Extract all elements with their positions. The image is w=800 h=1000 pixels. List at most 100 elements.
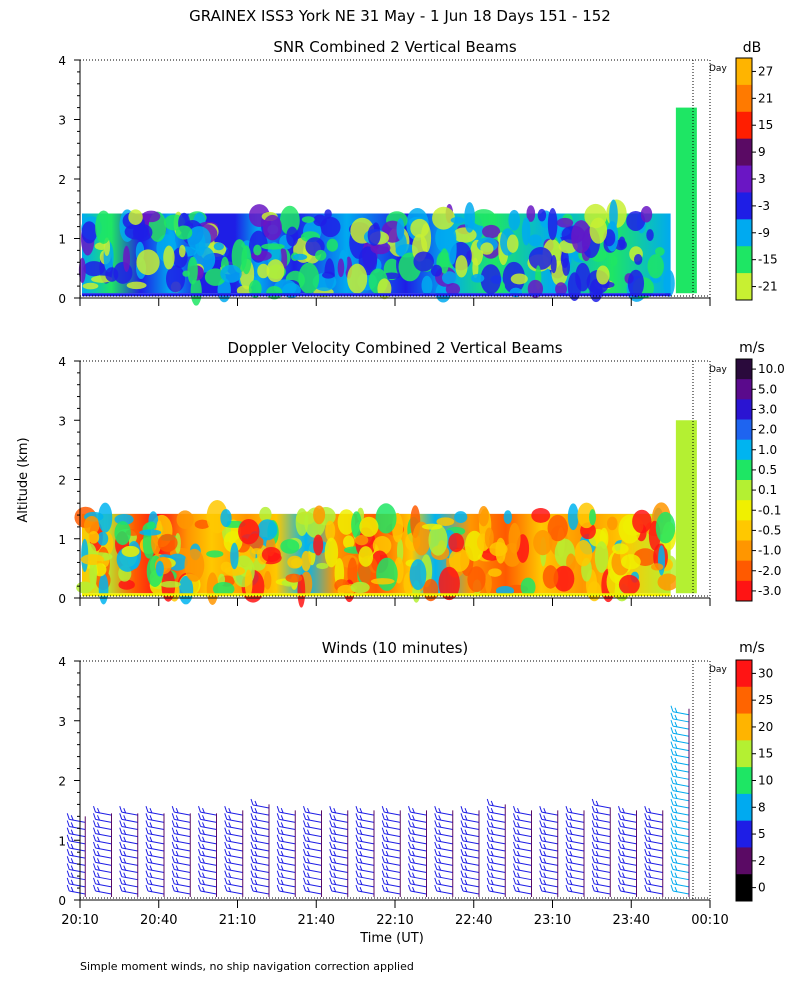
wind-barb — [384, 826, 401, 830]
wind-barb-flag — [224, 813, 228, 820]
wind-barb — [567, 840, 585, 845]
wind-barb-flag — [359, 879, 363, 886]
wind-barb-flag — [648, 822, 652, 828]
field-floor — [82, 293, 671, 297]
wind-barb-flag — [333, 865, 337, 871]
field-cell — [367, 224, 381, 246]
colorbar-label: -2.0 — [758, 564, 781, 578]
wind-barb-flag — [569, 843, 573, 850]
wind-barb — [357, 833, 375, 838]
wind-barb — [672, 869, 690, 874]
wind-barb-flag — [622, 850, 625, 857]
wind-barb-flag — [513, 805, 516, 813]
wind-barb-flag — [486, 827, 490, 834]
wind-barb-flag — [149, 886, 153, 893]
wind-barb — [226, 847, 243, 852]
wind-barb-flag — [618, 834, 621, 841]
wind-barb — [620, 826, 637, 830]
wind-barb — [620, 833, 637, 838]
wind-barb-flag — [670, 841, 674, 849]
colorbar-label: -0.1 — [758, 503, 781, 517]
wind-barb-flag — [381, 884, 385, 892]
y-tick-label: 0 — [58, 292, 66, 306]
wind-barb — [200, 876, 217, 881]
wind-barb-flag — [591, 884, 595, 892]
colorbar-label: 0.1 — [758, 483, 777, 497]
wind-barb — [200, 890, 217, 895]
wind-barb-flag — [276, 834, 280, 841]
wind-barb-flag — [276, 805, 280, 813]
wind-barb-flag — [202, 829, 205, 835]
field-cell — [464, 202, 476, 233]
wind-barb — [620, 869, 637, 874]
wind-barb-flag — [119, 841, 123, 849]
wind-barb-flag — [97, 865, 100, 871]
wind-barb-flag — [224, 841, 228, 849]
wind-barb — [279, 826, 296, 830]
field-cell — [571, 220, 592, 254]
day-marker: Day — [709, 365, 727, 375]
wind-barb — [305, 876, 322, 881]
wind-barb-flag — [254, 865, 258, 871]
wind-barb — [515, 869, 532, 874]
wind-barb — [515, 811, 532, 816]
wind-barb-flag — [644, 827, 648, 834]
wind-barb — [174, 883, 191, 888]
wind-barb — [226, 818, 243, 823]
wind-barb-flag — [539, 841, 543, 849]
wind-barb — [594, 826, 611, 830]
wind-barb — [594, 804, 611, 809]
wind-barb-flag — [250, 856, 254, 863]
wind-barb-flag — [486, 834, 490, 841]
colorbar-swatch — [736, 480, 752, 501]
wind-barb-flag — [355, 841, 359, 849]
field-cell — [432, 206, 456, 230]
wind-barb-flag — [670, 863, 674, 870]
wind-barb-column — [513, 805, 532, 898]
wind-barb-column — [145, 805, 165, 898]
wind-barb-flag — [303, 856, 306, 863]
wind-barb-flag — [486, 849, 490, 856]
wind-barb — [462, 869, 480, 874]
wind-barb-flag — [517, 836, 520, 843]
wind-barb-flag — [381, 863, 385, 870]
colorbar-unit: m/s — [739, 340, 765, 356]
field-cell — [257, 519, 278, 541]
wind-barb-flag — [198, 827, 201, 834]
wind-barb-flag — [591, 805, 595, 813]
field-cell — [266, 285, 283, 300]
wind-barb-flag — [171, 884, 175, 892]
wind-barb-flag — [149, 815, 153, 821]
colorbar-label: 15 — [758, 747, 773, 761]
wind-barb-flag — [434, 884, 438, 892]
field-cell — [175, 225, 193, 240]
field-cell — [658, 545, 666, 576]
wind-barb-flag — [329, 884, 333, 892]
wind-barb-flag — [438, 865, 442, 871]
wind-barb — [646, 861, 663, 866]
wind-barb-flag — [355, 856, 359, 863]
wind-barb-flag — [119, 870, 123, 877]
wind-barb-flag — [670, 777, 674, 784]
wind-barb-flag — [355, 827, 359, 834]
wind-barb — [567, 847, 585, 852]
wind-barb-flag — [175, 815, 179, 821]
field-cell — [566, 553, 576, 572]
field-cell — [547, 514, 568, 542]
wind-barb — [121, 854, 138, 859]
colorbar-frame — [735, 358, 753, 602]
field-cell — [253, 244, 262, 256]
field-cell — [480, 264, 502, 295]
wind-barb-flag — [490, 872, 494, 878]
wind-barb-flag — [307, 879, 310, 886]
wind-barb-flag — [276, 827, 280, 834]
wind-barb-flag — [595, 843, 599, 850]
field-cell — [157, 533, 178, 552]
wind-barb-flag — [438, 807, 442, 814]
field-cell — [220, 509, 232, 528]
field-cell — [83, 261, 105, 277]
wind-barb-flag — [228, 843, 232, 850]
wind-barb-flag — [254, 872, 258, 878]
wind-barb — [646, 847, 663, 852]
wind-barb-flag — [145, 805, 149, 813]
